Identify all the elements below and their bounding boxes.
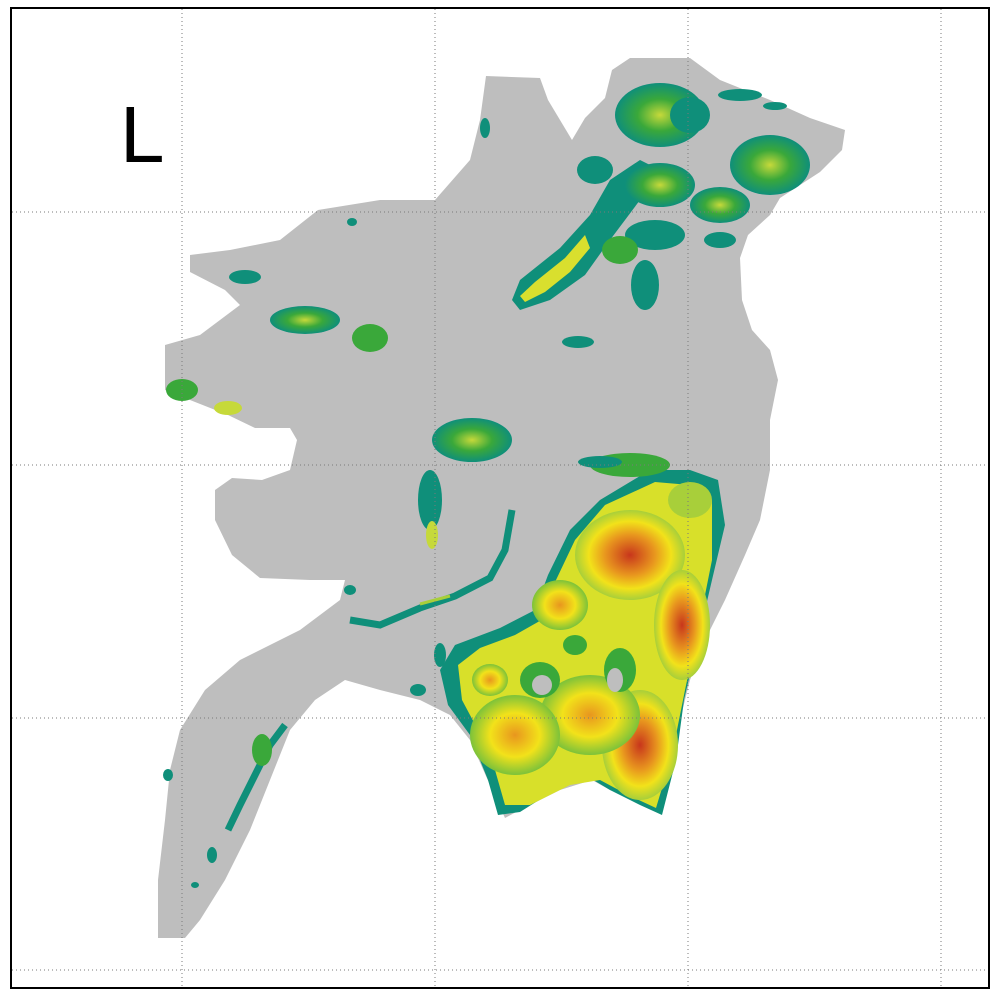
cluster-gap-1-inner (532, 675, 552, 695)
patches-west-central (166, 218, 516, 696)
patch-central-4 (344, 585, 356, 595)
patch-west-3 (352, 324, 388, 352)
patch-ne-speck-5 (480, 118, 490, 138)
patch-central-1 (432, 418, 512, 462)
patch-central-2 (418, 470, 442, 530)
patch-west-1 (229, 270, 261, 284)
patch-sw-4 (191, 882, 199, 888)
patch-ne-streak-1-core (520, 235, 590, 302)
patch-ne-blob-low-3 (602, 236, 638, 264)
patch-central-streak (349, 509, 516, 629)
hotspot-core-east (654, 570, 710, 680)
patch-west-6 (347, 218, 357, 226)
patch-ne-blob-right-2 (690, 187, 750, 223)
hotspot-cluster-southeast (440, 453, 725, 815)
patches-southwest (163, 722, 288, 888)
patch-central-3 (426, 521, 438, 549)
hotspot-core-west (470, 695, 560, 775)
cluster-edge-northeast (668, 482, 712, 518)
hotspot-spot-west (472, 664, 508, 696)
gridlines (12, 9, 988, 987)
patch-sw-1 (252, 734, 272, 766)
hotspot-core-midwest (532, 580, 588, 630)
panel-label: L (120, 90, 165, 179)
patch-central-streak-core (419, 594, 451, 606)
patch-ne-blob-low (625, 220, 685, 250)
patch-ne-blob-low-2 (631, 260, 659, 310)
patch-ne-blob-right (730, 135, 810, 195)
patch-ne-speck-1 (718, 89, 762, 101)
patch-ne-speck-4 (562, 336, 594, 348)
patch-west-2 (270, 306, 340, 334)
patches-northeast (480, 83, 810, 348)
patch-ne-speck-2 (763, 102, 787, 110)
cluster-gap-3 (563, 635, 587, 655)
patch-ne-speck-6 (704, 232, 736, 248)
patch-sw-3 (207, 847, 217, 863)
patch-sw-streak (224, 722, 288, 832)
hotspot-core-center (540, 675, 640, 755)
cluster-edge-north-teal (578, 456, 622, 468)
patch-west-5 (214, 401, 242, 415)
cluster-gap-2-inner (607, 668, 623, 692)
patch-sw-2 (163, 769, 173, 781)
patch-ne-blob-mid (625, 163, 695, 207)
hotspot-core-north (575, 510, 685, 600)
patch-ne-speck-3 (577, 156, 613, 184)
patch-central-5 (434, 643, 446, 667)
patch-central-6 (410, 684, 426, 696)
patch-ne-blob-top-2 (670, 97, 710, 133)
